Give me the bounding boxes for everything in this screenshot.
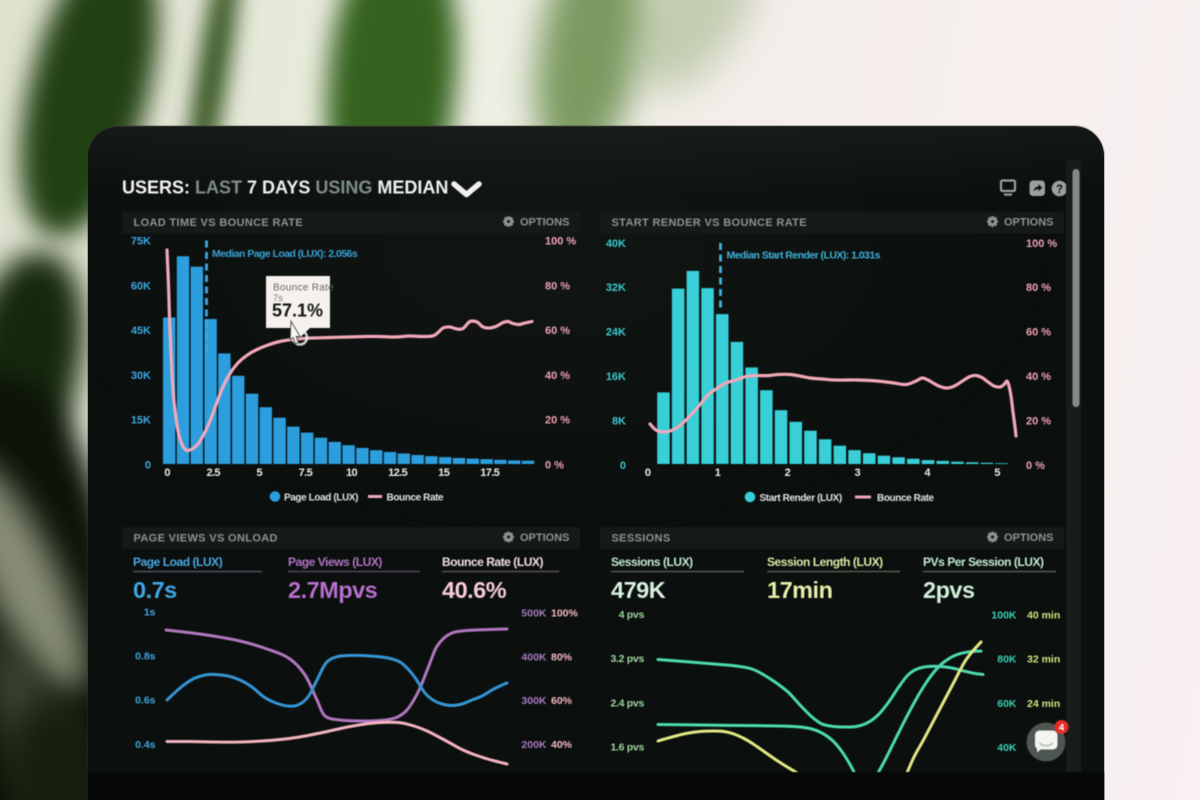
svg-text:10: 10 xyxy=(346,467,358,479)
svg-text:60K: 60K xyxy=(131,280,151,292)
svg-text:START RENDER VS BOUNCE RATE: START RENDER VS BOUNCE RATE xyxy=(612,217,807,229)
svg-text:15: 15 xyxy=(438,467,450,479)
svg-text:40 %: 40 % xyxy=(545,370,570,382)
svg-text:Page Load (LUX): Page Load (LUX) xyxy=(133,555,223,569)
svg-text:Page Views (LUX): Page Views (LUX) xyxy=(288,555,382,569)
svg-text:3: 3 xyxy=(855,467,861,479)
svg-text:32K: 32K xyxy=(606,282,626,294)
svg-text:PAGE VIEWS VS ONLOAD: PAGE VIEWS VS ONLOAD xyxy=(134,533,278,545)
svg-text:0 %: 0 % xyxy=(545,460,564,472)
svg-text:Median Page Load (LUX): 2.056s: Median Page Load (LUX): 2.056s xyxy=(212,248,358,260)
svg-text:12.5: 12.5 xyxy=(388,467,407,479)
svg-text:2pvs: 2pvs xyxy=(923,577,975,603)
svg-text:60 %: 60 % xyxy=(545,325,570,337)
svg-text:LOAD TIME VS BOUNCE RATE: LOAD TIME VS BOUNCE RATE xyxy=(134,217,304,229)
svg-text:2.7Mpvs: 2.7Mpvs xyxy=(288,577,378,603)
svg-text:3.2 pvs: 3.2 pvs xyxy=(610,653,644,665)
svg-text:0: 0 xyxy=(145,460,151,472)
svg-text:80%: 80% xyxy=(551,651,573,663)
svg-text:Start Render (LUX): Start Render (LUX) xyxy=(760,493,842,504)
svg-text:24 min: 24 min xyxy=(1027,698,1060,710)
svg-text:24K: 24K xyxy=(606,327,626,339)
svg-text:4: 4 xyxy=(924,467,931,479)
svg-text:17min: 17min xyxy=(767,577,832,603)
svg-text:60K: 60K xyxy=(997,698,1017,710)
svg-text:0: 0 xyxy=(645,467,651,479)
svg-text:Bounce Rate: Bounce Rate xyxy=(877,493,935,504)
svg-text:4: 4 xyxy=(1059,723,1065,734)
svg-text:80K: 80K xyxy=(997,654,1017,666)
svg-text:0: 0 xyxy=(164,467,170,479)
svg-text:OPTIONS: OPTIONS xyxy=(520,217,570,229)
svg-text:Median Start Render (LUX): 1.0: Median Start Render (LUX): 1.031s xyxy=(727,250,881,262)
svg-text:40%: 40% xyxy=(551,739,573,751)
svg-text:4 pvs: 4 pvs xyxy=(619,609,645,621)
svg-text:80 %: 80 % xyxy=(1026,282,1051,294)
svg-text:300K: 300K xyxy=(521,695,547,707)
svg-text:Sessions (LUX): Sessions (LUX) xyxy=(611,555,693,569)
svg-text:80 %: 80 % xyxy=(545,280,570,292)
svg-text:40K: 40K xyxy=(997,742,1017,754)
svg-text:479K: 479K xyxy=(611,577,666,603)
svg-text:40 %: 40 % xyxy=(1026,371,1051,383)
svg-text:100K: 100K xyxy=(991,610,1017,622)
svg-text:Page Load (LUX): Page Load (LUX) xyxy=(284,493,358,504)
svg-text:60 %: 60 % xyxy=(1026,327,1051,339)
svg-text:7s: 7s xyxy=(273,293,283,304)
svg-text:USERS: LAST 7 DAYS USING MEDIA: USERS: LAST 7 DAYS USING MEDIAN xyxy=(122,178,448,198)
svg-text:15K: 15K xyxy=(131,415,151,427)
svg-text:PVs Per Session (LUX): PVs Per Session (LUX) xyxy=(923,555,1044,569)
svg-text:5: 5 xyxy=(257,467,263,479)
svg-text:17.5: 17.5 xyxy=(480,467,499,479)
svg-text:Bounce Rate: Bounce Rate xyxy=(387,493,445,504)
svg-text:40.6%: 40.6% xyxy=(442,577,507,603)
svg-text:1.6 pvs: 1.6 pvs xyxy=(610,742,644,754)
svg-text:8K: 8K xyxy=(612,415,626,427)
svg-text:Bounce Rate: Bounce Rate xyxy=(273,283,334,294)
svg-text:0.6s: 0.6s xyxy=(135,695,156,707)
svg-text:75K: 75K xyxy=(131,236,151,248)
svg-text:16K: 16K xyxy=(606,371,626,383)
svg-text:2.4 pvs: 2.4 pvs xyxy=(610,697,644,709)
svg-text:57.1%: 57.1% xyxy=(272,301,323,321)
svg-text:0 %: 0 % xyxy=(1026,460,1045,472)
svg-text:40K: 40K xyxy=(606,238,626,250)
svg-text:2.5: 2.5 xyxy=(206,467,220,479)
svg-text:1: 1 xyxy=(715,467,721,479)
svg-text:32 min: 32 min xyxy=(1027,654,1060,666)
svg-text:OPTIONS: OPTIONS xyxy=(1004,532,1054,544)
svg-text:7.5: 7.5 xyxy=(299,467,313,479)
svg-text:45K: 45K xyxy=(131,325,151,337)
svg-text:400K: 400K xyxy=(521,651,547,663)
svg-text:SESSIONS: SESSIONS xyxy=(612,533,671,545)
svg-text:1s: 1s xyxy=(144,607,156,619)
svg-text:20 %: 20 % xyxy=(545,415,570,427)
svg-text:100%: 100% xyxy=(551,608,579,620)
svg-text:30K: 30K xyxy=(131,370,151,382)
svg-text:0.4s: 0.4s xyxy=(135,739,156,751)
svg-text:500K: 500K xyxy=(521,608,547,620)
svg-text:OPTIONS: OPTIONS xyxy=(520,532,570,544)
svg-text:Session Length (LUX): Session Length (LUX) xyxy=(767,555,883,569)
svg-text:Bounce Rate (LUX): Bounce Rate (LUX) xyxy=(442,555,543,569)
svg-text:0: 0 xyxy=(620,460,626,472)
svg-text:0.7s: 0.7s xyxy=(133,577,177,603)
svg-text:0.8s: 0.8s xyxy=(135,651,156,663)
svg-text:100 %: 100 % xyxy=(1026,238,1057,250)
svg-text:2: 2 xyxy=(785,467,791,479)
svg-text:200K: 200K xyxy=(521,739,547,751)
svg-text:100 %: 100 % xyxy=(545,236,576,248)
svg-text:20 %: 20 % xyxy=(1026,415,1051,427)
svg-text:5: 5 xyxy=(994,467,1000,479)
svg-text:60%: 60% xyxy=(551,695,573,707)
svg-text:?: ? xyxy=(1056,184,1063,196)
svg-text:40 min: 40 min xyxy=(1027,610,1060,622)
svg-text:OPTIONS: OPTIONS xyxy=(1004,217,1054,229)
